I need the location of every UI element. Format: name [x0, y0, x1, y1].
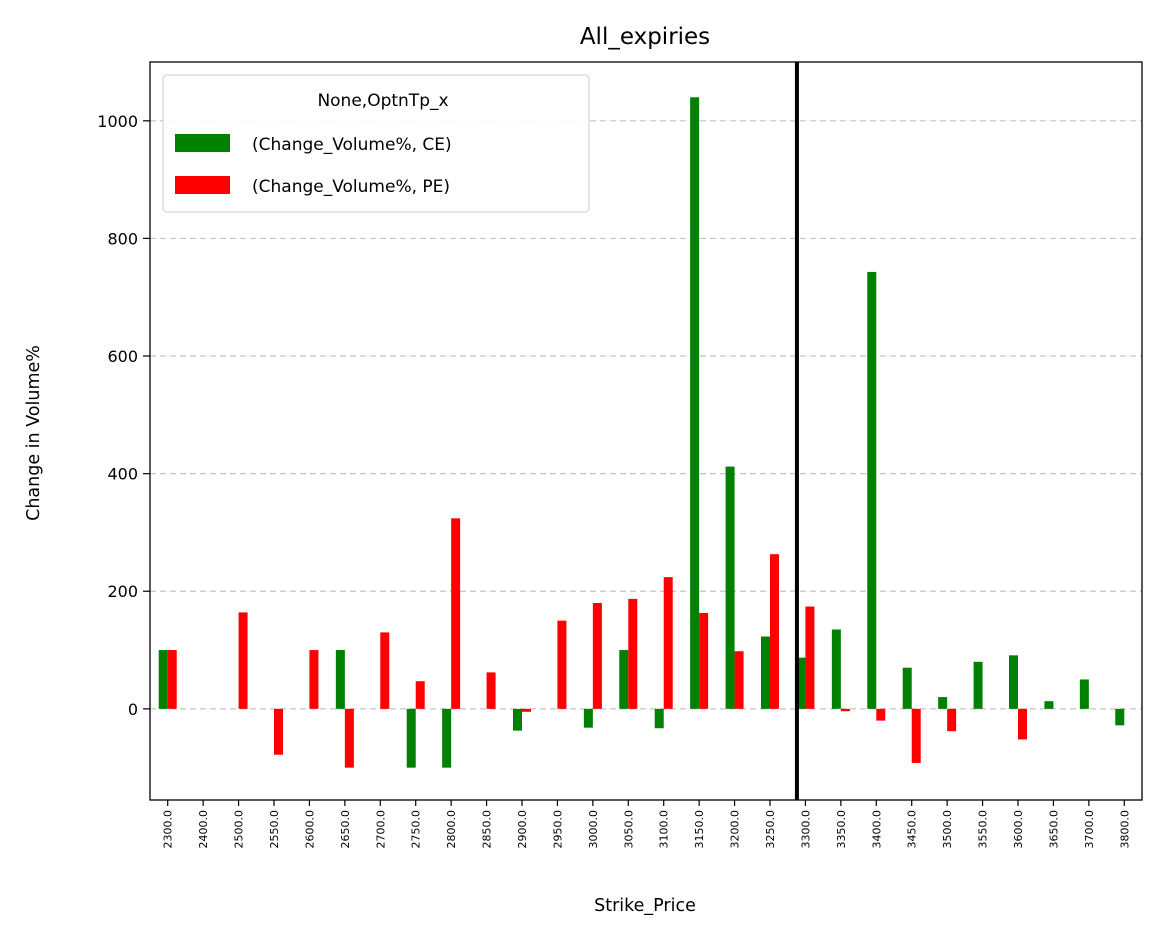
x-tick-label: 2900.0	[516, 810, 529, 849]
bar-ce-3200.0	[725, 466, 735, 709]
x-tick-label: 2850.0	[481, 810, 494, 849]
x-tick-label: 2700.0	[374, 810, 387, 849]
bar-pe-2650.0	[344, 708, 354, 768]
x-tick-label: 2400.0	[197, 810, 210, 849]
bar-ce-3300.0	[796, 657, 806, 709]
bar-ce-3100.0	[654, 708, 664, 729]
x-tick-label: 2800.0	[445, 810, 458, 849]
bar-pe-3150.0	[699, 613, 709, 709]
legend-title: None,OptnTp_x	[317, 91, 448, 111]
x-tick-label: 3150.0	[693, 810, 706, 849]
bar-pe-3600.0	[1018, 708, 1027, 740]
x-tick-label: 2600.0	[303, 810, 316, 849]
chart-title: All_expiries	[580, 24, 710, 50]
x-tick-label: 3550.0	[977, 810, 990, 849]
bar-ce-2300.0	[158, 650, 168, 709]
x-tick-label: 3250.0	[764, 810, 777, 849]
bar-ce-3450.0	[902, 667, 912, 709]
x-tick-label: 3300.0	[799, 810, 812, 849]
bar-pe-2900.0	[522, 708, 531, 712]
x-tick-label: 2300.0	[162, 810, 175, 849]
bar-pe-3300.0	[805, 606, 815, 709]
x-tick-label: 2650.0	[339, 810, 352, 849]
bar-pe-3500.0	[947, 708, 957, 732]
bar-pe-3250.0	[770, 554, 779, 709]
x-tick-label: 3700.0	[1083, 810, 1096, 849]
plot-frame	[149, 61, 1143, 801]
x-tick-label: 3450.0	[906, 810, 919, 849]
bar-pe-2850.0	[486, 672, 496, 709]
bar-pe-3000.0	[592, 603, 602, 709]
bar-ce-3350.0	[831, 629, 841, 709]
y-tick-label: 0	[128, 700, 138, 719]
bar-ce-3800.0	[1115, 708, 1125, 726]
bar-pe-3450.0	[911, 708, 921, 763]
x-tick-label: 3500.0	[941, 810, 954, 849]
y-tick-label: 600	[107, 347, 138, 366]
bar-ce-3650.0	[1044, 701, 1054, 709]
x-tick-label: 3400.0	[870, 810, 883, 849]
bar-ce-3500.0	[938, 697, 948, 709]
y-tick-label: 400	[107, 465, 138, 484]
y-tick-label: 800	[107, 229, 138, 248]
bar-ce-2750.0	[406, 708, 416, 768]
bar-pe-2300.0	[167, 650, 177, 709]
x-tick-label: 2750.0	[410, 810, 423, 849]
bar-ce-3050.0	[619, 650, 629, 709]
bar-pe-3100.0	[663, 577, 673, 709]
bar-pe-2950.0	[557, 620, 567, 709]
x-axis: 2300.0 2400.0 2500.0 2550.0 2600.0 2650.0 2700…	[162, 800, 1131, 849]
bar-ce-2900.0	[513, 708, 522, 731]
bar-pe-2750.0	[415, 681, 425, 709]
legend-swatch-pe	[175, 176, 230, 194]
bar-ce-3150.0	[690, 97, 700, 709]
bar-pe-2800.0	[451, 518, 461, 709]
bar-ce-2800.0	[442, 708, 452, 768]
y-axis: 0 200 400 600 800 1000	[97, 112, 150, 719]
x-tick-label: 3800.0	[1118, 810, 1131, 849]
bar-pe-3400.0	[876, 708, 886, 721]
y-axis-label: Change in Volume%	[24, 345, 44, 521]
x-tick-label: 3100.0	[658, 810, 671, 849]
bar-pe-2700.0	[380, 632, 390, 709]
y-tick-label: 1000	[97, 112, 138, 131]
bar-ce-3400.0	[867, 271, 877, 709]
bar-pe-3200.0	[734, 651, 744, 709]
bar-ce-2650.0	[335, 650, 345, 709]
bar-ce-3250.0	[761, 636, 770, 709]
x-tick-label: 3050.0	[622, 810, 635, 849]
bar-ce-3700.0	[1079, 679, 1089, 709]
bar-ce-3550.0	[973, 661, 983, 709]
bar-pe-3350.0	[840, 708, 850, 712]
x-axis-label: Strike_Price	[594, 896, 696, 916]
x-tick-label: 2500.0	[233, 810, 246, 849]
x-tick-label: 2950.0	[551, 810, 564, 849]
legend-swatch-ce	[175, 134, 230, 152]
x-tick-label: 2550.0	[268, 810, 281, 849]
bar-ce-3000.0	[583, 708, 593, 728]
x-tick-label: 3600.0	[1012, 810, 1025, 849]
legend-label-pe: (Change_Volume%, PE)	[252, 177, 450, 197]
x-tick-label: 3000.0	[587, 810, 600, 849]
bar-ce-3600.0	[1009, 655, 1018, 709]
bar-pe-2550.0	[274, 708, 283, 755]
x-tick-label: 3350.0	[835, 810, 848, 849]
legend-box	[162, 74, 590, 213]
bars	[158, 97, 1125, 768]
y-tick-label: 200	[107, 582, 138, 601]
x-tick-label: 3650.0	[1047, 810, 1060, 849]
bar-pe-3050.0	[628, 598, 638, 709]
bar-pe-2600.0	[309, 650, 319, 709]
legend-label-ce: (Change_Volume%, CE)	[252, 135, 452, 155]
legend: None,OptnTp_x (Change_Volume%, CE) (Chan…	[162, 74, 590, 213]
x-tick-label: 3200.0	[729, 810, 742, 849]
bar-pe-2500.0	[238, 612, 248, 709]
